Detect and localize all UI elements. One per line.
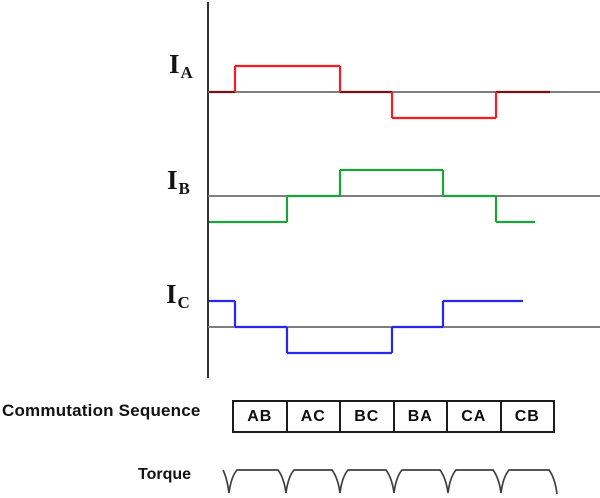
phase-b-symbol: I: [167, 165, 178, 195]
phase-c-subscript: C: [177, 293, 190, 312]
torque-label: Torque: [138, 466, 192, 483]
phase-b-waveform: [209, 168, 535, 224]
phase-a-symbol: I: [169, 49, 180, 79]
commutation-step-ca: CA: [448, 402, 502, 431]
phase-a-label: IA: [169, 49, 193, 82]
phase-c-label: IC: [166, 279, 190, 312]
phase-a-waveform: [233, 64, 498, 120]
commutation-sequence-label: Commutation Sequence: [2, 401, 201, 420]
phase-b-label: IB: [167, 165, 190, 198]
phase-a-subscript: A: [180, 63, 193, 82]
commutation-sequence-table: AB AC BC BA CA CB: [232, 400, 555, 433]
phase-b-subscript: B: [178, 179, 190, 198]
torque-waveform: [222, 469, 558, 495]
commutation-step-ab: AB: [234, 402, 288, 431]
phase-c-symbol: I: [166, 279, 177, 309]
commutation-step-bc: BC: [341, 402, 395, 431]
commutation-step-cb: CB: [514, 407, 540, 425]
phase-c-waveform: [209, 299, 523, 355]
commutation-step-ba: BA: [395, 402, 448, 431]
commutation-step-ac: AC: [288, 402, 341, 431]
